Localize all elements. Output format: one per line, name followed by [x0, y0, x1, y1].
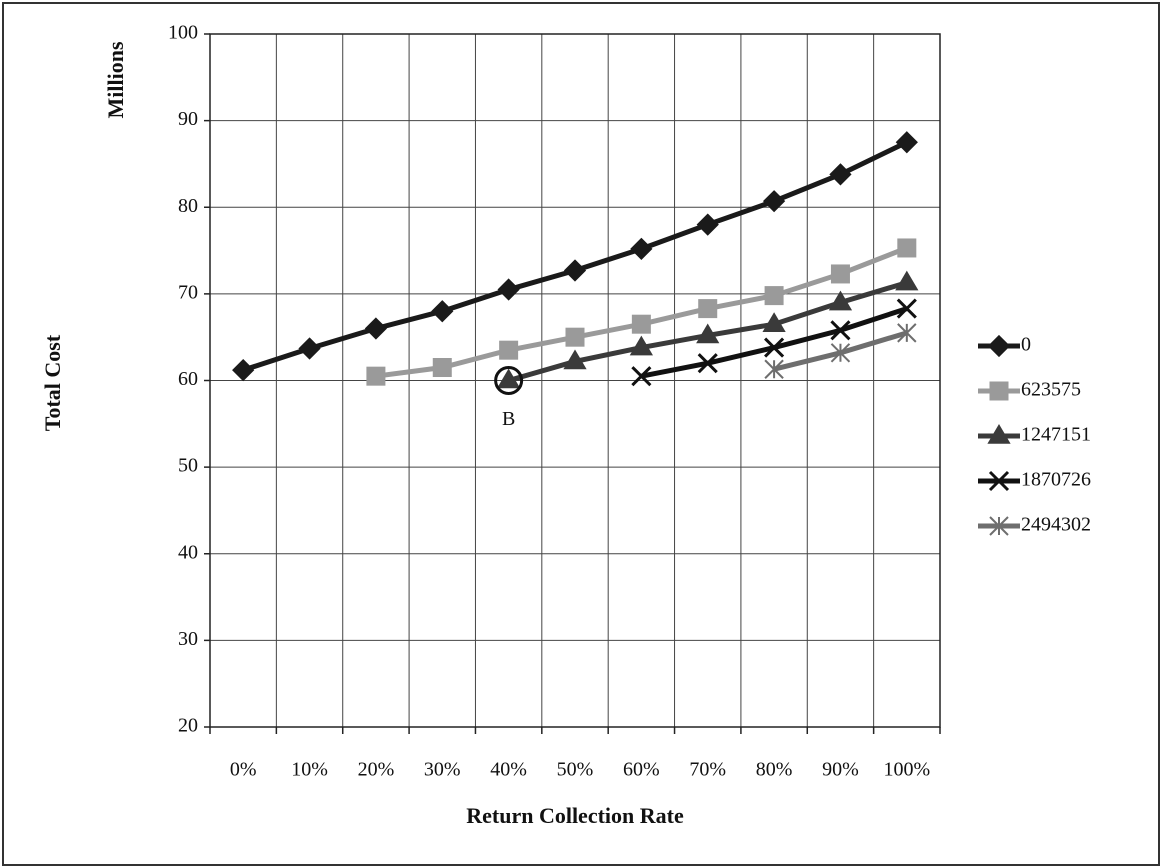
marker — [989, 381, 1009, 401]
marker — [298, 337, 321, 360]
marker — [497, 368, 521, 389]
y-tick-label: 20 — [178, 715, 198, 737]
x-tick-label: 40% — [490, 759, 527, 781]
marker — [697, 353, 718, 374]
marker — [830, 343, 851, 363]
marker — [762, 190, 786, 213]
marker — [629, 335, 653, 356]
annotation: B — [502, 408, 515, 430]
annotation-circle — [494, 366, 524, 395]
x-tick-label: 100% — [883, 759, 930, 781]
y-tick-label: 40 — [178, 541, 198, 563]
y-tick-label: 30 — [178, 628, 198, 650]
y-tick-label: 100 — [168, 22, 198, 44]
marker — [828, 290, 853, 311]
marker — [989, 516, 1009, 536]
y-tick-label: 80 — [178, 195, 198, 217]
marker — [764, 359, 784, 379]
marker — [696, 323, 720, 344]
marker — [563, 349, 587, 370]
x-tick-label: 10% — [291, 759, 328, 781]
x-tick-label: 20% — [358, 759, 395, 781]
marker — [497, 278, 520, 301]
marker — [987, 424, 1011, 444]
marker — [499, 340, 519, 360]
legend-label: 0 — [1021, 334, 1031, 356]
marker — [764, 337, 785, 358]
marker — [366, 366, 386, 386]
y-unit-label: Millions — [103, 41, 128, 118]
marker — [630, 237, 653, 260]
marker — [897, 238, 917, 258]
plot-border — [209, 33, 941, 728]
x-tick-label: 70% — [689, 759, 726, 781]
marker — [829, 163, 852, 186]
marker — [762, 312, 786, 332]
marker — [897, 323, 917, 343]
marker — [988, 470, 1010, 492]
marker — [565, 327, 585, 347]
y-tick-label: 70 — [178, 281, 198, 303]
x-tick-label: 30% — [424, 759, 461, 781]
marker — [764, 286, 784, 306]
marker — [431, 300, 454, 323]
y-axis-label: Total Cost — [40, 334, 65, 431]
x-axis-label: Return Collection Rate — [466, 803, 684, 828]
x-tick-label: 60% — [623, 759, 660, 781]
y-tick-label: 60 — [178, 368, 198, 390]
marker — [631, 366, 652, 387]
x-tick-label: 90% — [822, 759, 859, 781]
marker — [830, 320, 851, 341]
legend-label: 623575 — [1021, 379, 1081, 401]
legend-label: 2494302 — [1021, 514, 1091, 536]
marker — [895, 270, 919, 291]
marker — [830, 264, 850, 284]
x-tick-label: 50% — [557, 759, 594, 781]
x-tick-label: 80% — [756, 759, 793, 781]
marker — [696, 213, 719, 236]
y-tick-label: 90 — [178, 108, 198, 130]
marker — [895, 131, 918, 154]
legend-label: 1870726 — [1021, 469, 1091, 491]
marker — [232, 358, 255, 382]
marker — [896, 298, 917, 319]
marker — [364, 317, 388, 340]
legend-label: 1247151 — [1021, 424, 1091, 446]
marker — [987, 334, 1011, 358]
y-tick-label: 50 — [178, 455, 198, 477]
marker — [631, 314, 651, 334]
marker — [698, 299, 718, 319]
marker — [432, 358, 452, 378]
marker — [563, 259, 587, 282]
x-tick-label: 0% — [230, 759, 257, 781]
